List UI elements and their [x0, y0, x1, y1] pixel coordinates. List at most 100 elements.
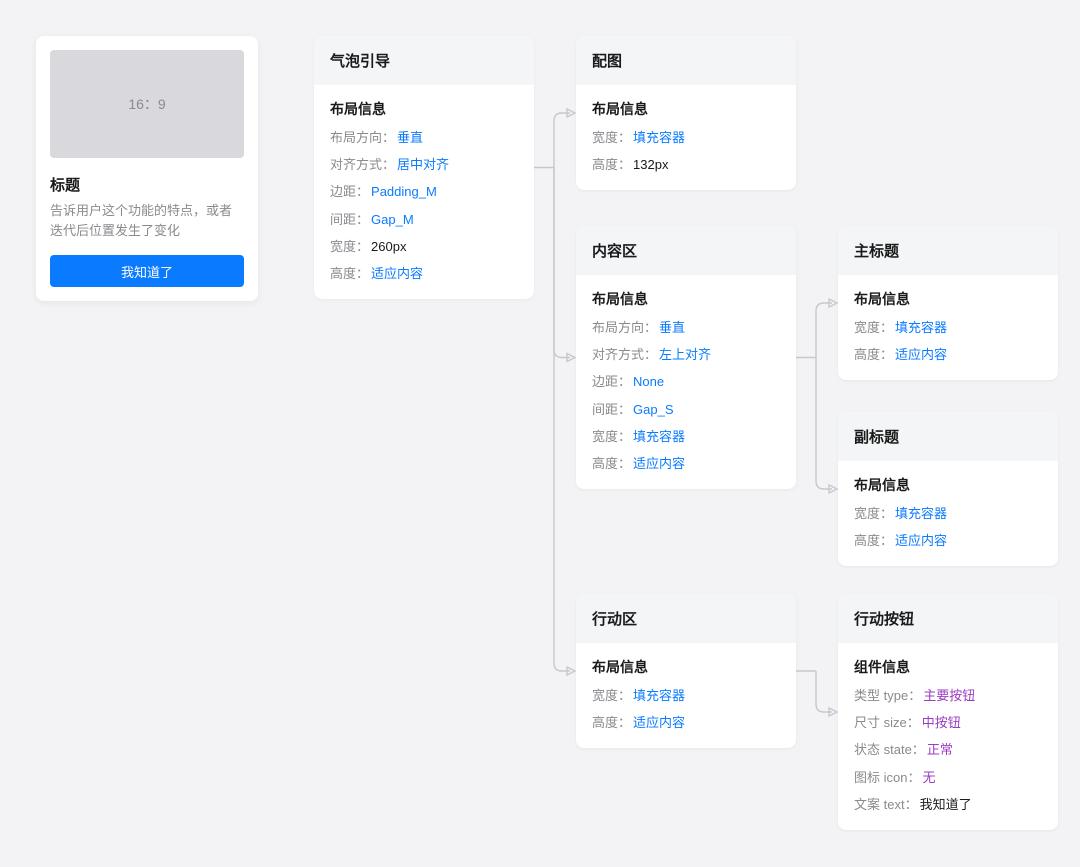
spec-row-value: 居中对齐 [397, 156, 449, 174]
spec-row-value: 适应内容 [895, 532, 947, 550]
spec-row-value: None [633, 373, 664, 391]
spec-row-value: 我知道了 [920, 796, 972, 814]
preview-card: 16：9 标题 告诉用户这个功能的特点，或者迭代后位置发生了变化 我知道了 [36, 36, 258, 301]
spec-row-colon: ： [618, 129, 631, 147]
spec-row-colon: ： [618, 714, 631, 732]
spec-row-colon: ： [908, 687, 921, 705]
spec-row-value: 正常 [927, 741, 953, 759]
spec-row-value: Gap_M [371, 211, 414, 229]
spec-row: 高度：适应内容 [592, 455, 780, 473]
spec-row-value: 左上对齐 [659, 346, 711, 364]
spec-row-colon: ： [644, 346, 657, 364]
spec-row: 布局方向：垂直 [592, 319, 780, 337]
spec-row-value: 填充容器 [633, 428, 685, 446]
spec-row-label: 对齐方式 [330, 156, 382, 174]
spec-row-value: 适应内容 [895, 346, 947, 364]
spec-row: 高度：132px [592, 156, 780, 174]
spec-row: 高度：适应内容 [854, 532, 1042, 550]
spec-row: 宽度：填充容器 [592, 428, 780, 446]
spec-row: 文案 text：我知道了 [854, 796, 1042, 814]
spec-row: 图标 icon：无 [854, 769, 1042, 787]
spec-row-colon: ： [356, 183, 369, 201]
spec-row-value: 适应内容 [371, 265, 423, 283]
spec-section-title: 布局信息 [854, 289, 1042, 309]
spec-row-label: 宽度 [854, 505, 880, 523]
spec-card-body: 布局信息宽度：填充容器高度：适应内容 [576, 643, 796, 748]
spec-row-value: 填充容器 [633, 687, 685, 705]
spec-card-title: 气泡引导 [314, 36, 534, 85]
spec-card-title: 副标题 [838, 412, 1058, 461]
spec-row: 宽度：填充容器 [854, 319, 1042, 337]
preview-title: 标题 [50, 174, 244, 195]
spec-row-colon: ： [880, 346, 893, 364]
spec-row-label: 高度 [330, 265, 356, 283]
spec-row-label: 高度 [854, 532, 880, 550]
spec-row: 宽度：填充容器 [592, 687, 780, 705]
preview-confirm-button[interactable]: 我知道了 [50, 255, 244, 287]
spec-card-subTitle: 副标题布局信息宽度：填充容器高度：适应内容 [838, 412, 1058, 566]
spec-row: 对齐方式：左上对齐 [592, 346, 780, 364]
spec-row-colon: ： [880, 532, 893, 550]
spec-card-content: 内容区布局信息布局方向：垂直对齐方式：左上对齐边距：None间距：Gap_S宽度… [576, 226, 796, 489]
spec-row-value: 垂直 [397, 129, 423, 147]
spec-row-label: 高度 [592, 714, 618, 732]
spec-row: 高度：适应内容 [854, 346, 1042, 364]
spec-row-value: 适应内容 [633, 455, 685, 473]
spec-row: 类型 type：主要按钮 [854, 687, 1042, 705]
spec-card-body: 布局信息宽度：填充容器高度：132px [576, 85, 796, 190]
spec-section-title: 布局信息 [330, 99, 518, 119]
spec-row-label: 尺寸 size [854, 714, 907, 732]
spec-card-body: 布局信息布局方向：垂直对齐方式：左上对齐边距：None间距：Gap_S宽度：填充… [576, 275, 796, 489]
spec-row-colon: ： [880, 319, 893, 337]
spec-row-value: 适应内容 [633, 714, 685, 732]
spec-card-root: 气泡引导布局信息布局方向：垂直对齐方式：居中对齐边距：Padding_M间距：G… [314, 36, 534, 299]
spec-row-label: 状态 state [854, 741, 912, 759]
preview-description: 告诉用户这个功能的特点，或者迭代后位置发生了变化 [50, 201, 244, 241]
spec-row: 边距：None [592, 373, 780, 391]
spec-section-title: 布局信息 [592, 289, 780, 309]
spec-row: 宽度：填充容器 [854, 505, 1042, 523]
spec-row-colon: ： [905, 796, 918, 814]
spec-row-label: 布局方向 [330, 129, 382, 147]
spec-row-label: 布局方向 [592, 319, 644, 337]
spec-row-label: 类型 type [854, 687, 908, 705]
spec-row-colon: ： [382, 156, 395, 174]
spec-row: 状态 state：正常 [854, 741, 1042, 759]
spec-row-colon: ： [382, 129, 395, 147]
spec-row: 间距：Gap_M [330, 211, 518, 229]
preview-ratio-label: 16：9 [128, 94, 165, 114]
spec-row: 边距：Padding_M [330, 183, 518, 201]
spec-card-title: 内容区 [576, 226, 796, 275]
spec-row-colon: ： [618, 373, 631, 391]
spec-row-colon: ： [618, 428, 631, 446]
preview-image-placeholder: 16：9 [50, 50, 244, 158]
spec-row-label: 宽度 [592, 687, 618, 705]
spec-row-value: 垂直 [659, 319, 685, 337]
spec-row-label: 宽度 [592, 129, 618, 147]
spec-card-title: 行动按钮 [838, 594, 1058, 643]
spec-row-value: 填充容器 [895, 505, 947, 523]
spec-row: 宽度：260px [330, 238, 518, 256]
spec-row-colon: ： [618, 455, 631, 473]
spec-row-label: 高度 [854, 346, 880, 364]
spec-row-value: 主要按钮 [923, 687, 975, 705]
spec-row-label: 高度 [592, 156, 618, 174]
spec-row-colon: ： [618, 687, 631, 705]
spec-row: 宽度：填充容器 [592, 129, 780, 147]
spec-row-value: Padding_M [371, 183, 437, 201]
spec-row-label: 宽度 [854, 319, 880, 337]
spec-section-title: 布局信息 [854, 475, 1042, 495]
spec-card-title: 配图 [576, 36, 796, 85]
spec-row-label: 图标 icon [854, 769, 907, 787]
spec-row: 布局方向：垂直 [330, 129, 518, 147]
spec-row-label: 间距 [330, 211, 356, 229]
spec-row-label: 对齐方式 [592, 346, 644, 364]
spec-card-title: 主标题 [838, 226, 1058, 275]
spec-row-label: 间距 [592, 401, 618, 419]
spec-row-value: 132px [633, 156, 668, 174]
spec-row: 尺寸 size：中按钮 [854, 714, 1042, 732]
spec-row: 间距：Gap_S [592, 401, 780, 419]
spec-row-colon: ： [644, 319, 657, 337]
spec-row-label: 边距 [330, 183, 356, 201]
spec-card-body: 布局信息宽度：填充容器高度：适应内容 [838, 275, 1058, 380]
